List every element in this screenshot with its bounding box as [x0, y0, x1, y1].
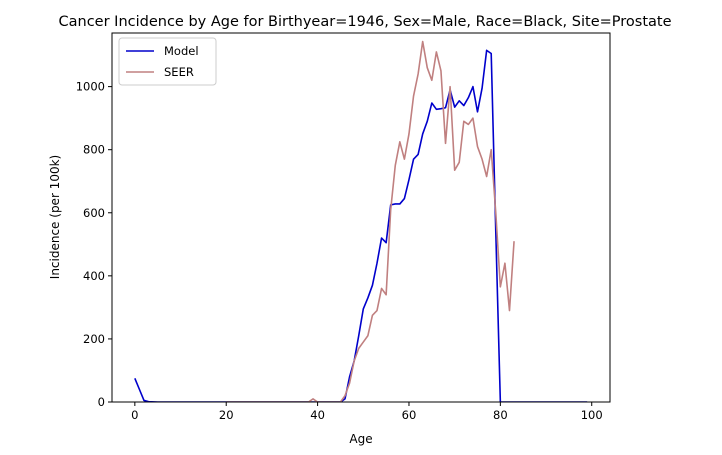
plot-frame: [111, 32, 611, 403]
y-tick-label: 800: [83, 143, 105, 157]
legend: Model SEER: [118, 37, 217, 86]
x-tick-label: 100: [581, 408, 603, 422]
plot-area: [134, 40, 588, 402]
y-tick-label: 600: [83, 206, 105, 220]
y-tick-label: 400: [83, 269, 105, 283]
y-tick-label: 0: [98, 395, 105, 409]
x-tick-label: 0: [131, 408, 138, 422]
series-line-model: [134, 49, 588, 402]
legend-label-model: Model: [164, 44, 199, 58]
legend-label-seer: SEER: [164, 65, 194, 79]
x-axis-label: Age: [349, 432, 372, 446]
legend-box: [118, 37, 217, 86]
y-tick-label: 200: [83, 332, 105, 346]
x-tick-label: 40: [310, 408, 325, 422]
x-tick-label: 80: [493, 408, 508, 422]
y-axis-label: Incidence (per 100k): [48, 155, 62, 279]
x-tick-label: 60: [402, 408, 417, 422]
x-tick-label: 20: [219, 408, 234, 422]
y-tick-label: 1000: [76, 80, 105, 94]
series-line-seer: [226, 40, 515, 402]
chart-title: Cancer Incidence by Age for Birthyear=19…: [59, 14, 672, 30]
